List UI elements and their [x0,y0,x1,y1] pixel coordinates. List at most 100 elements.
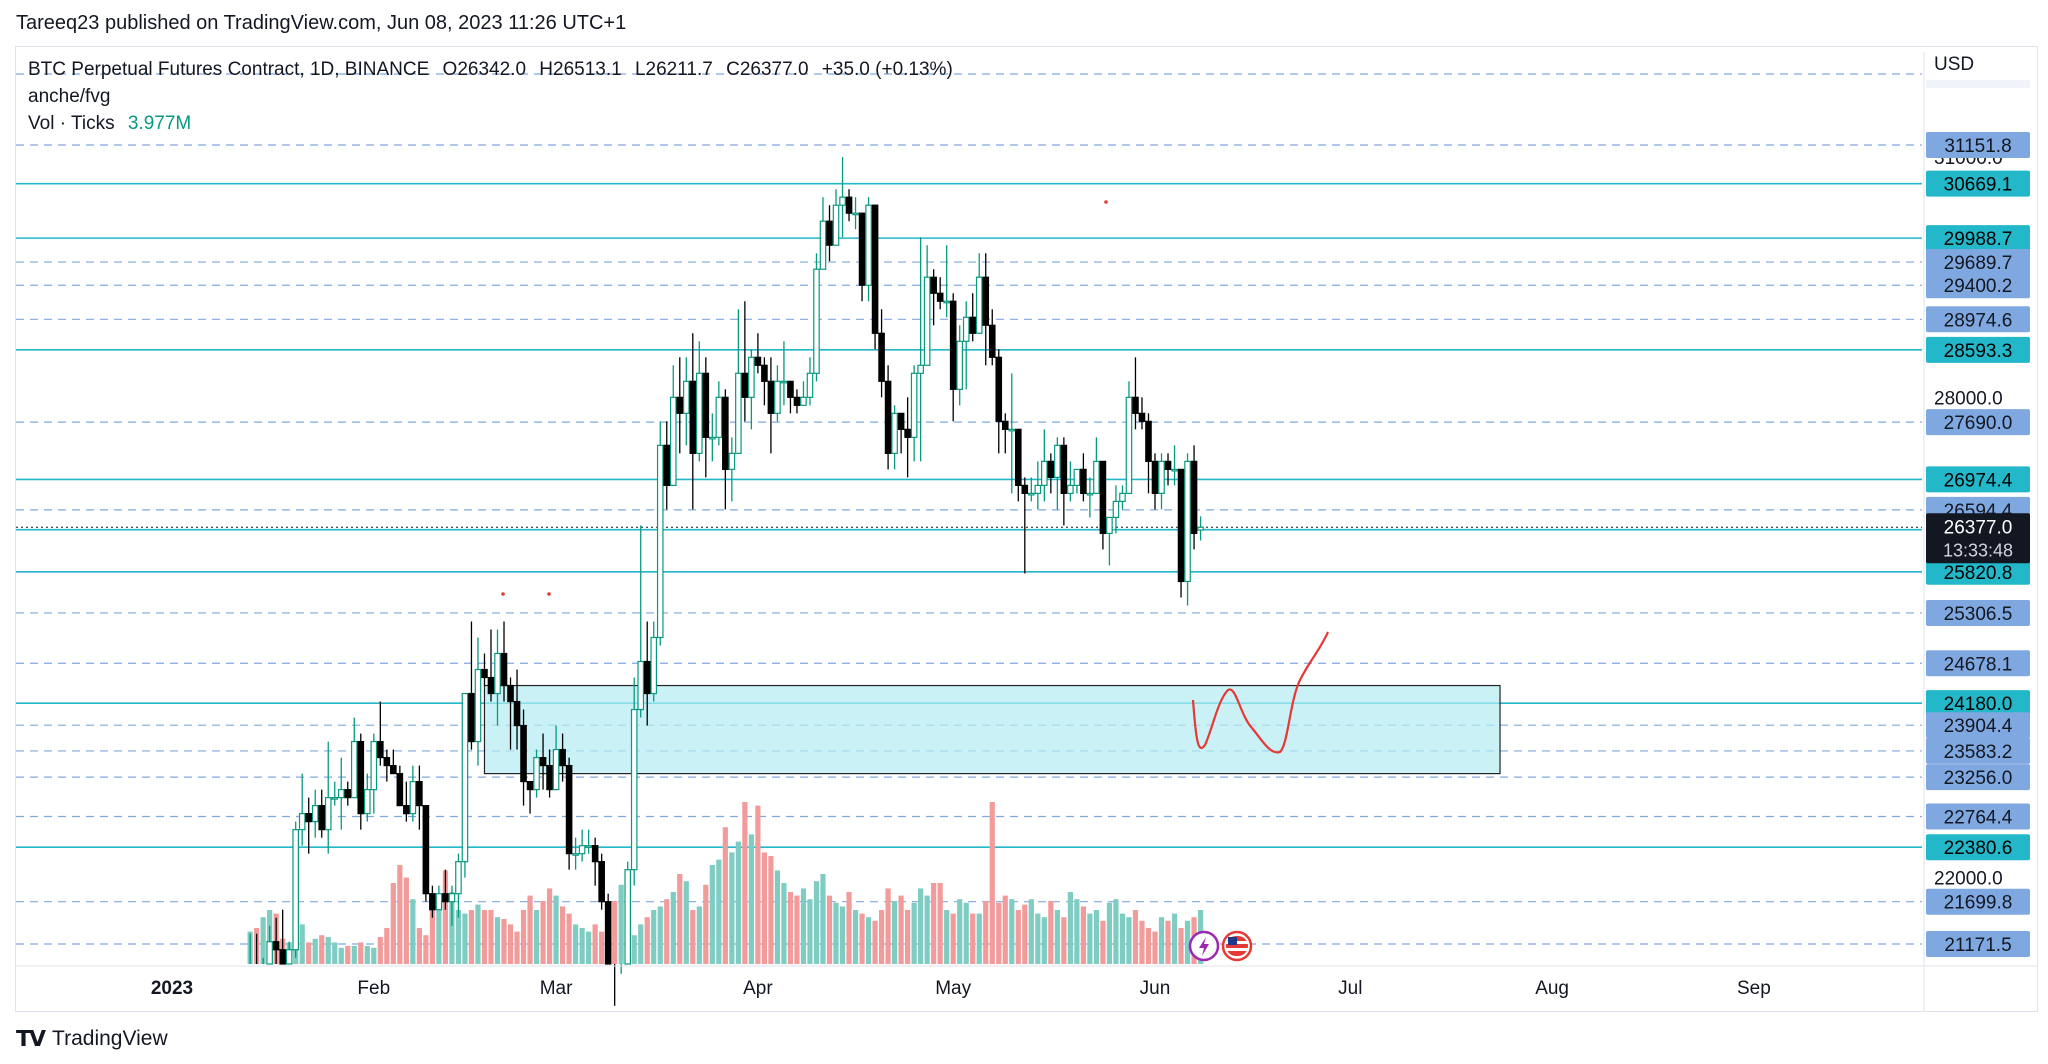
candle[interactable] [1086,477,1094,518]
candle[interactable] [871,204,879,350]
price-tag[interactable] [1926,225,2030,252]
candle[interactable] [943,245,950,318]
candle[interactable] [292,821,299,958]
price-tag[interactable] [1926,466,2030,493]
candle[interactable] [936,277,944,310]
candle[interactable] [533,749,540,798]
price-tag[interactable] [1926,272,2030,299]
candle[interactable] [1132,357,1139,430]
candle[interactable] [1145,413,1152,494]
candle[interactable] [442,869,449,910]
candle[interactable] [585,829,592,854]
candle[interactable] [494,629,501,726]
candle[interactable] [1177,468,1185,598]
candle[interactable] [793,389,801,414]
candle[interactable] [650,621,658,702]
candle[interactable] [324,741,332,854]
candle[interactable] [910,365,918,462]
candle[interactable] [865,197,872,302]
candle[interactable] [1067,461,1074,502]
candle[interactable] [761,357,768,406]
candle[interactable] [715,381,723,446]
price-tag[interactable] [1926,712,2030,739]
candle[interactable] [1028,477,1035,502]
candle[interactable] [598,853,605,910]
candle[interactable] [604,893,612,965]
candle[interactable] [1093,437,1100,494]
candle[interactable] [748,349,755,430]
candle[interactable] [363,773,371,822]
candle[interactable] [858,212,866,302]
candle[interactable] [1119,485,1126,510]
candle[interactable] [1021,477,1029,574]
candle[interactable] [285,941,293,965]
candle[interactable] [578,829,586,862]
candle[interactable] [500,621,508,702]
candle[interactable] [969,293,977,342]
price-tag[interactable] [1926,737,2030,764]
candle[interactable] [344,781,352,806]
candle[interactable] [988,309,996,366]
candle[interactable] [696,341,703,462]
candle[interactable] [559,733,566,782]
candle[interactable] [1054,437,1061,510]
candle[interactable] [266,925,273,965]
price-tag[interactable] [1926,132,2030,158]
candle[interactable] [377,701,384,766]
candle[interactable] [1014,428,1022,502]
candle[interactable] [1041,429,1048,502]
chart-frame[interactable] [15,46,2038,1012]
price-tag[interactable] [1926,336,2030,363]
candle[interactable] [904,397,911,478]
candle[interactable] [774,365,781,422]
price-tag[interactable] [1926,764,2030,791]
candle[interactable] [819,197,827,270]
candle[interactable] [1164,453,1172,486]
candle[interactable] [539,733,547,790]
candle[interactable] [1151,453,1159,510]
time-scale[interactable]: 2023 Feb Mar Apr May Jun Jul Aug Sep [151,978,1771,999]
price-scale[interactable]: USD31000.028000.022000.031151.830669.129… [1926,54,2030,957]
candle[interactable] [722,389,729,510]
candle[interactable] [767,357,775,454]
candle[interactable] [884,365,892,470]
candle[interactable] [487,629,495,702]
candle[interactable] [852,197,859,230]
candle[interactable] [513,669,521,750]
price-tag[interactable] [1926,409,2030,436]
candle[interactable] [318,789,326,838]
candle[interactable] [702,357,710,478]
candle[interactable] [787,380,794,414]
candle[interactable] [552,725,560,791]
candle[interactable] [1138,397,1146,430]
candle[interactable] [1099,460,1107,550]
candle[interactable] [429,885,436,918]
candle[interactable] [891,405,898,470]
candle[interactable] [416,765,423,830]
candle[interactable] [403,781,410,822]
candle[interactable] [565,757,573,870]
candle[interactable] [350,717,358,799]
candle[interactable] [754,333,762,374]
candle[interactable] [305,797,313,854]
candle[interactable] [331,781,339,806]
candle[interactable] [468,621,475,750]
candle[interactable] [1106,516,1113,566]
candle[interactable] [272,917,280,964]
price-tag[interactable] [1926,888,2030,915]
candle[interactable] [826,205,833,262]
price-tag[interactable] [1926,599,2030,626]
candle[interactable] [396,765,404,807]
price-tag[interactable] [1926,803,2030,830]
candle[interactable] [663,421,671,510]
candle[interactable] [1184,453,1191,606]
candle[interactable] [656,421,664,646]
candle[interactable] [923,245,931,366]
candle[interactable] [624,861,631,965]
candle[interactable] [637,525,645,718]
candle[interactable] [311,789,319,838]
price-tag[interactable] [1926,690,2030,717]
price-tag[interactable] [1926,834,2030,861]
candle[interactable] [526,781,534,814]
